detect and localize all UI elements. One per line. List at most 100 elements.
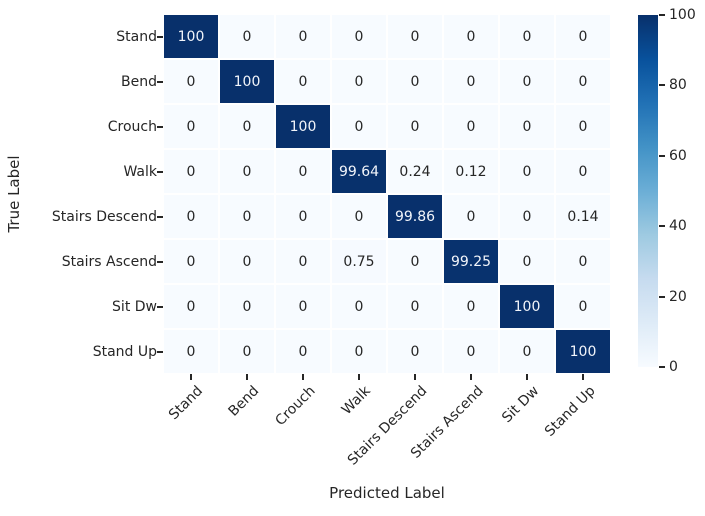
heatmap-cell: 0 <box>500 240 554 283</box>
colorbar-tick-mark <box>659 84 665 87</box>
heatmap-cell: 0 <box>444 330 498 373</box>
y-tick-mark <box>157 260 163 263</box>
colorbar-tick-mark <box>659 154 665 157</box>
heatmap-cell: 0 <box>164 330 218 373</box>
y-tick-mark <box>157 80 163 83</box>
heatmap-cell: 0 <box>164 60 218 103</box>
heatmap-cell: 0 <box>276 195 330 238</box>
heatmap-cell: 0 <box>500 15 554 58</box>
colorbar-tick-mark <box>659 295 665 298</box>
colorbar-tick-label: 40 <box>669 218 687 235</box>
heatmap-cell: 0.24 <box>388 150 442 193</box>
heatmap-cell: 0 <box>332 105 386 148</box>
heatmap-cell: 0 <box>220 195 274 238</box>
heatmap-cell: 100 <box>220 60 274 103</box>
x-tick-mark <box>302 374 304 380</box>
heatmap-cell: 100 <box>276 105 330 148</box>
heatmap-cell: 0 <box>220 240 274 283</box>
x-tick-label: Stand <box>166 383 207 424</box>
heatmap-cell: 0 <box>444 285 498 328</box>
y-tick-label: Stairs Descend <box>51 208 157 225</box>
heatmap-cell: 0 <box>388 105 442 148</box>
heatmap-cell: 0 <box>388 285 442 328</box>
heatmap-cell: 0 <box>220 15 274 58</box>
y-tick-mark <box>157 350 163 353</box>
heatmap-cell: 0 <box>164 150 218 193</box>
colorbar-tick-label: 80 <box>669 77 687 94</box>
heatmap-cell: 0 <box>276 60 330 103</box>
heatmap-cell: 0 <box>276 240 330 283</box>
heatmap-cell: 0 <box>164 105 218 148</box>
heatmap-cell: 0 <box>444 105 498 148</box>
heatmap-cell: 99.25 <box>444 240 498 283</box>
heatmap-cell: 0 <box>388 330 442 373</box>
colorbar-tick-label: 100 <box>669 7 696 23</box>
y-tick-label: Crouch <box>107 118 157 135</box>
heatmap-cell: 100 <box>556 330 610 373</box>
heatmap-cell: 0 <box>500 195 554 238</box>
heatmap-cell: 0 <box>164 240 218 283</box>
heatmap-cell: 0 <box>556 285 610 328</box>
colorbar-tick-label: 20 <box>669 288 687 305</box>
heatmap-cell: 0 <box>444 195 498 238</box>
heatmap-cell: 0 <box>500 150 554 193</box>
heatmap-cell: 0 <box>332 330 386 373</box>
heatmap-cell: 0 <box>220 150 274 193</box>
heatmap-cell: 0 <box>388 15 442 58</box>
x-tick-mark <box>526 374 528 380</box>
colorbar-gradient <box>638 15 658 367</box>
heatmap-grid: 100 0 0 0 0 0 0 0 0 100 0 0 0 0 0 0 0 0 100 0 0 0 0 0 0 0 0 99.64 0.… <box>164 15 610 373</box>
y-tick-label: Stand Up <box>92 343 157 360</box>
heatmap-cell: 0 <box>444 60 498 103</box>
y-tick-mark <box>157 215 163 218</box>
y-tick-label: Bend <box>121 73 157 90</box>
heatmap-cell: 0 <box>556 60 610 103</box>
heatmap-cell: 0 <box>332 15 386 58</box>
heatmap-cell: 0 <box>332 195 386 238</box>
y-tick-mark <box>157 35 163 38</box>
heatmap-cell: 0.75 <box>332 240 386 283</box>
heatmap-cell: 99.64 <box>332 150 386 193</box>
heatmap-cell: 0.14 <box>556 195 610 238</box>
heatmap-cell: 0 <box>500 105 554 148</box>
colorbar <box>638 15 658 367</box>
heatmap-cell: 0 <box>556 105 610 148</box>
colorbar-tick-mark <box>659 14 665 16</box>
x-tick-label: Stand Up <box>541 383 599 440</box>
y-tick-mark <box>157 170 163 173</box>
x-tick-mark <box>470 374 472 380</box>
heatmap-cell: 0 <box>556 15 610 58</box>
heatmap-cell: 100 <box>164 15 218 58</box>
heatmap-cell: 0 <box>276 285 330 328</box>
y-tick-mark <box>157 125 163 128</box>
heatmap-cell: 0 <box>556 240 610 283</box>
y-tick-mark <box>157 305 163 308</box>
heatmap-cell: 0 <box>276 330 330 373</box>
x-tick-mark <box>582 374 584 380</box>
heatmap-cell: 0 <box>444 15 498 58</box>
x-tick-mark <box>414 374 416 380</box>
heatmap-cell: 0 <box>220 105 274 148</box>
x-tick-label: Crouch <box>272 383 319 430</box>
y-axis-title: True Label <box>5 155 23 233</box>
x-tick-mark <box>358 374 360 380</box>
heatmap-cell: 0 <box>500 60 554 103</box>
y-tick-label: Sit Dw <box>112 298 157 315</box>
colorbar-tick-label: 0 <box>669 359 678 375</box>
y-tick-label: Stairs Ascend <box>61 253 157 270</box>
x-tick-mark <box>190 374 192 380</box>
heatmap-cell: 0 <box>164 195 218 238</box>
heatmap-cell: 0.12 <box>444 150 498 193</box>
heatmap-cell: 0 <box>500 330 554 373</box>
heatmap-cell: 0 <box>556 150 610 193</box>
x-tick-label: Walk <box>339 383 375 419</box>
heatmap-cell: 0 <box>388 240 442 283</box>
heatmap-cell: 0 <box>276 150 330 193</box>
heatmap-cell: 0 <box>220 285 274 328</box>
heatmap-cell: 0 <box>332 285 386 328</box>
y-tick-label: Walk <box>123 163 157 180</box>
colorbar-tick-mark <box>659 225 665 228</box>
heatmap-cell: 0 <box>164 285 218 328</box>
y-tick-label: Stand <box>116 28 157 45</box>
